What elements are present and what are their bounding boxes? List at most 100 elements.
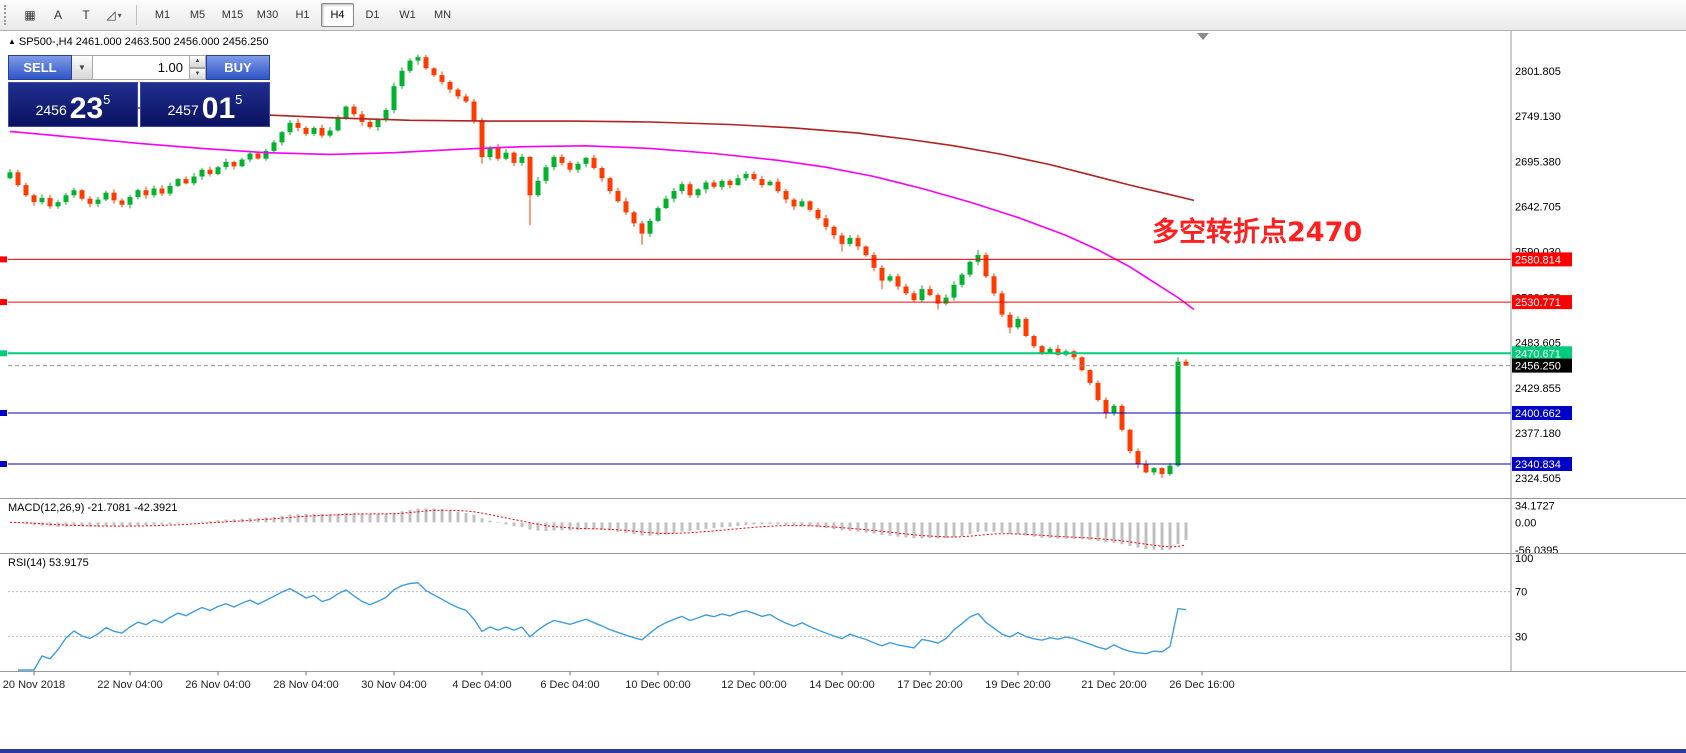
h-line-2400.662[interactable]: 2400.662 xyxy=(0,406,1572,420)
sell-price-fraction: 5 xyxy=(103,92,111,107)
rsi-line xyxy=(18,582,1187,671)
timeframe-d1-button[interactable]: D1 xyxy=(365,9,380,21)
window-bottom-edge xyxy=(0,749,1686,753)
timeframe-m5-button[interactable]: M5 xyxy=(189,9,206,21)
macd-indicator-label: MACD(12,26,9) -21.7081 -42.3921 xyxy=(8,502,178,514)
svg-text:100: 100 xyxy=(1515,553,1533,565)
buy-button[interactable]: BUY xyxy=(206,55,270,80)
text-tool-button[interactable]: T xyxy=(73,3,99,27)
toolbar-drag-handle[interactable] xyxy=(4,5,10,25)
svg-text:2801.805: 2801.805 xyxy=(1515,66,1561,78)
svg-text:2749.130: 2749.130 xyxy=(1515,111,1561,123)
h-line-2580.814[interactable]: 2580.814 xyxy=(0,252,1572,267)
svg-text:26 Nov 04:00: 26 Nov 04:00 xyxy=(185,679,250,691)
pane-separators xyxy=(0,31,1686,672)
stepper-up-icon[interactable]: ▲ xyxy=(190,55,206,68)
symbol-ohlc-text: SP500-,H4 2461.000 2463.500 2456.000 245… xyxy=(18,36,269,48)
h-line-2470.671[interactable]: 2470.671 xyxy=(0,346,1572,360)
timeframe-h4-button[interactable]: H4 xyxy=(321,3,354,27)
shapes-tool-icon: ◿ xyxy=(106,8,116,22)
svg-text:26 Dec 16:00: 26 Dec 16:00 xyxy=(1169,679,1234,691)
svg-text:2530.771: 2530.771 xyxy=(1515,297,1561,309)
svg-text:-56.0395: -56.0395 xyxy=(1515,545,1558,557)
volume-stepper[interactable]: ▲ ▼ xyxy=(190,55,206,80)
svg-text:2324.505: 2324.505 xyxy=(1515,473,1561,485)
rsi-pane: 100 70 30 xyxy=(8,553,1533,671)
svg-text:28 Nov 04:00: 28 Nov 04:00 xyxy=(273,679,338,691)
time-axis: 20 Nov 2018 22 Nov 04:00 26 Nov 04:00 28 No… xyxy=(3,671,1235,691)
svg-text:2340.834: 2340.834 xyxy=(1515,459,1561,471)
svg-text:70: 70 xyxy=(1515,587,1527,599)
stepper-down-icon[interactable]: ▼ xyxy=(190,67,206,80)
svg-text:10 Dec 00:00: 10 Dec 00:00 xyxy=(625,679,690,691)
chevron-down-icon: ▾ xyxy=(117,10,122,20)
svg-text:2377.180: 2377.180 xyxy=(1515,428,1561,440)
current-price-line: 2456.250 xyxy=(8,358,1572,373)
line-left-handle xyxy=(0,299,7,306)
svg-text:12 Dec 00:00: 12 Dec 00:00 xyxy=(721,679,786,691)
candles-layer xyxy=(7,54,1189,478)
price-tag xyxy=(1512,252,1572,267)
price-tag xyxy=(1512,295,1572,310)
chevron-down-icon: ▼ xyxy=(78,63,86,72)
svg-text:0.00: 0.00 xyxy=(1515,517,1536,529)
sell-price-pips: 23 xyxy=(69,91,104,125)
ma-fast-line[interactable] xyxy=(9,130,1195,311)
drawing-tools-group: ▦ A T ◿ ▾ xyxy=(16,3,128,27)
timeframe-h1-button[interactable]: H1 xyxy=(295,9,310,21)
h-line-2530.771[interactable]: 2530.771 xyxy=(0,295,1572,310)
timeframe-w1-button[interactable]: W1 xyxy=(399,9,416,21)
text-label-tool-icon: A xyxy=(53,8,62,22)
svg-text:2580.814: 2580.814 xyxy=(1515,254,1561,266)
svg-text:34.1727: 34.1727 xyxy=(1515,501,1555,513)
svg-text:19 Dec 20:00: 19 Dec 20:00 xyxy=(985,679,1050,691)
svg-text:30: 30 xyxy=(1515,631,1527,643)
sell-price-display[interactable]: 2456 23 5 xyxy=(8,82,138,127)
buy-price-display[interactable]: 2457 01 5 xyxy=(140,82,270,127)
svg-text:2695.380: 2695.380 xyxy=(1515,157,1561,169)
toolbar-separator xyxy=(136,5,137,25)
svg-text:2456.250: 2456.250 xyxy=(1515,361,1561,373)
svg-text:2642.705: 2642.705 xyxy=(1515,202,1561,214)
volume-dropdown-button[interactable]: ▼ xyxy=(72,55,93,80)
chart-annotation[interactable]: 多空转折点2470 xyxy=(1152,217,1363,248)
symbol-marker-icon: ▲ xyxy=(8,37,16,46)
buy-price-fraction: 5 xyxy=(235,92,243,107)
line-left-handle xyxy=(0,256,7,263)
price-tag xyxy=(1512,406,1572,420)
sell-price-prefix: 2456 xyxy=(35,102,67,118)
price-tag xyxy=(1512,346,1572,361)
timeframe-m15-button[interactable]: M15 xyxy=(221,9,244,21)
svg-text:2470.671: 2470.671 xyxy=(1515,348,1561,360)
text-label-tool-button[interactable]: A xyxy=(45,3,71,27)
svg-text:22 Nov 04:00: 22 Nov 04:00 xyxy=(97,679,162,691)
shapes-tool-button[interactable]: ◿ ▾ xyxy=(101,3,127,27)
price-tag xyxy=(1512,457,1572,471)
grid-tool-button[interactable]: ▦ xyxy=(17,3,43,27)
price-axis-ticks: 2801.8052749.1302695.3802642.7052590.030… xyxy=(1515,66,1561,485)
timeframe-m1-button[interactable]: M1 xyxy=(154,9,171,21)
buy-price-pips: 01 xyxy=(201,91,236,125)
chart-shift-marker[interactable] xyxy=(1197,33,1209,40)
svg-text:2483.605: 2483.605 xyxy=(1515,337,1561,349)
grid-tool-icon: ▦ xyxy=(24,8,36,22)
timeframe-mn-button[interactable]: MN xyxy=(433,9,452,21)
volume-input[interactable] xyxy=(93,55,190,80)
line-left-handle xyxy=(0,350,7,357)
timeframe-m30-button[interactable]: M30 xyxy=(256,9,279,21)
macd-signal-line xyxy=(9,509,1187,548)
svg-text:2400.662: 2400.662 xyxy=(1515,408,1561,420)
line-left-handle xyxy=(0,461,7,467)
sell-button[interactable]: SELL xyxy=(8,55,72,80)
timeframes-group: M1 M5 M15 M30 H1 H4 D1 W1 MN xyxy=(145,3,460,27)
svg-text:21 Dec 20:00: 21 Dec 20:00 xyxy=(1081,679,1146,691)
text-tool-icon: T xyxy=(82,8,90,22)
macd-pane: 34.1727 0.00 -56.0395 xyxy=(9,501,1558,557)
svg-text:2429.855: 2429.855 xyxy=(1515,383,1561,395)
svg-text:17 Dec 20:00: 17 Dec 20:00 xyxy=(897,679,962,691)
h-line-2340.834[interactable]: 2340.834 xyxy=(0,457,1572,471)
main-toolbar: ▦ A T ◿ ▾ M1 M5 M15 M30 H1 H4 D1 W1 MN xyxy=(0,0,1686,31)
